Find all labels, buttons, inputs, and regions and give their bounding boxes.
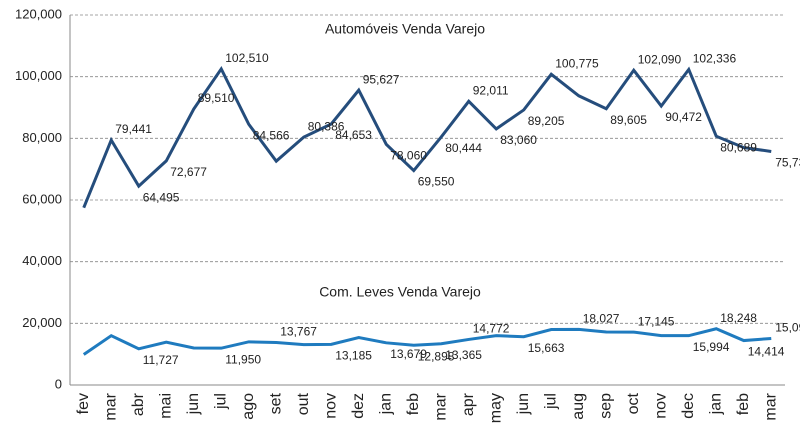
data-label: 15,090 (775, 321, 800, 335)
series-line (82, 65, 772, 209)
x-tick-label: ago (240, 393, 257, 420)
data-label: 102,336 (693, 52, 737, 66)
x-tick-label: apr (460, 392, 477, 416)
x-tick-label: jan (707, 393, 724, 415)
data-label: 75,735 (775, 156, 800, 170)
data-label: 80,444 (445, 141, 482, 155)
x-tick-label: aug (570, 393, 587, 420)
x-tick-label: may (487, 393, 504, 423)
x-tick-label: oct (625, 392, 642, 414)
data-label: 14,772 (473, 322, 510, 336)
data-label: 84,653 (335, 128, 372, 142)
data-label: 18,027 (583, 312, 620, 326)
x-tick-label: mai (157, 393, 174, 419)
data-label: 18,248 (720, 311, 757, 325)
x-tick-label: jun (515, 393, 532, 415)
series-title: Com. Leves Venda Varejo (319, 284, 481, 300)
x-tick-label: mar (432, 392, 449, 420)
data-label: 72,677 (170, 165, 207, 179)
x-tick-label: mar (102, 392, 119, 420)
series-line (82, 327, 772, 356)
data-label: 15,994 (693, 340, 730, 354)
x-tick-label: sep (597, 393, 614, 419)
x-tick-label: mar (762, 392, 779, 420)
x-tick-label: abr (130, 392, 147, 416)
x-tick-label: fev (75, 393, 92, 414)
x-tick-label: nov (322, 393, 339, 419)
x-tick-label: dec (680, 393, 697, 419)
data-label: 80,386 (308, 119, 345, 133)
data-label: 90,472 (665, 110, 702, 124)
x-tick-label: jul (212, 393, 229, 410)
x-tick-label: jun (185, 393, 202, 415)
data-label: 83,060 (500, 133, 537, 147)
data-label: 92,011 (473, 83, 509, 97)
data-label: 80,689 (720, 140, 757, 154)
data-label: 12,898 (418, 349, 455, 363)
data-label: 69,550 (418, 175, 455, 189)
y-tick-label: 60,000 (22, 191, 62, 206)
x-tick-label: feb (735, 393, 752, 415)
data-label: 13,679 (390, 347, 427, 361)
y-tick-label: 0 (55, 376, 62, 391)
x-tick-label: jul (542, 393, 559, 410)
data-label: 13,767 (280, 325, 317, 339)
data-label: 79,441 (115, 122, 152, 136)
data-label: 14,414 (748, 345, 785, 359)
data-label: 11,950 (225, 352, 261, 366)
y-tick-label: 40,000 (22, 253, 62, 268)
x-tick-label: jan (377, 393, 394, 415)
x-tick-label: dez (350, 393, 367, 419)
data-label: 78,060 (390, 148, 427, 162)
y-tick-label: 120,000 (15, 6, 62, 21)
data-label: 89,510 (198, 91, 235, 105)
data-label: 13,365 (445, 348, 482, 362)
series-title: Automóveis Venda Varejo (325, 21, 485, 37)
data-label: 15,663 (528, 341, 565, 355)
data-label: 89,605 (610, 113, 647, 127)
x-tick-label: set (267, 392, 284, 414)
x-tick-label: feb (405, 393, 422, 415)
data-label: 100,775 (555, 56, 599, 70)
data-label: 89,205 (528, 114, 565, 128)
data-label: 95,627 (363, 72, 400, 86)
data-label: 17,145 (638, 314, 675, 328)
x-tick-label: nov (652, 393, 669, 419)
y-tick-label: 80,000 (22, 130, 62, 145)
x-tick-label: out (295, 392, 312, 415)
data-label: 84,566 (253, 128, 290, 142)
y-tick-label: 100,000 (15, 68, 62, 83)
y-tick-label: 20,000 (22, 315, 62, 330)
data-label: 102,510 (225, 51, 269, 65)
data-label: 11,727 (143, 353, 179, 367)
data-label: 102,090 (638, 52, 682, 66)
data-label: 64,495 (143, 190, 180, 204)
data-label: 13,185 (335, 349, 372, 363)
